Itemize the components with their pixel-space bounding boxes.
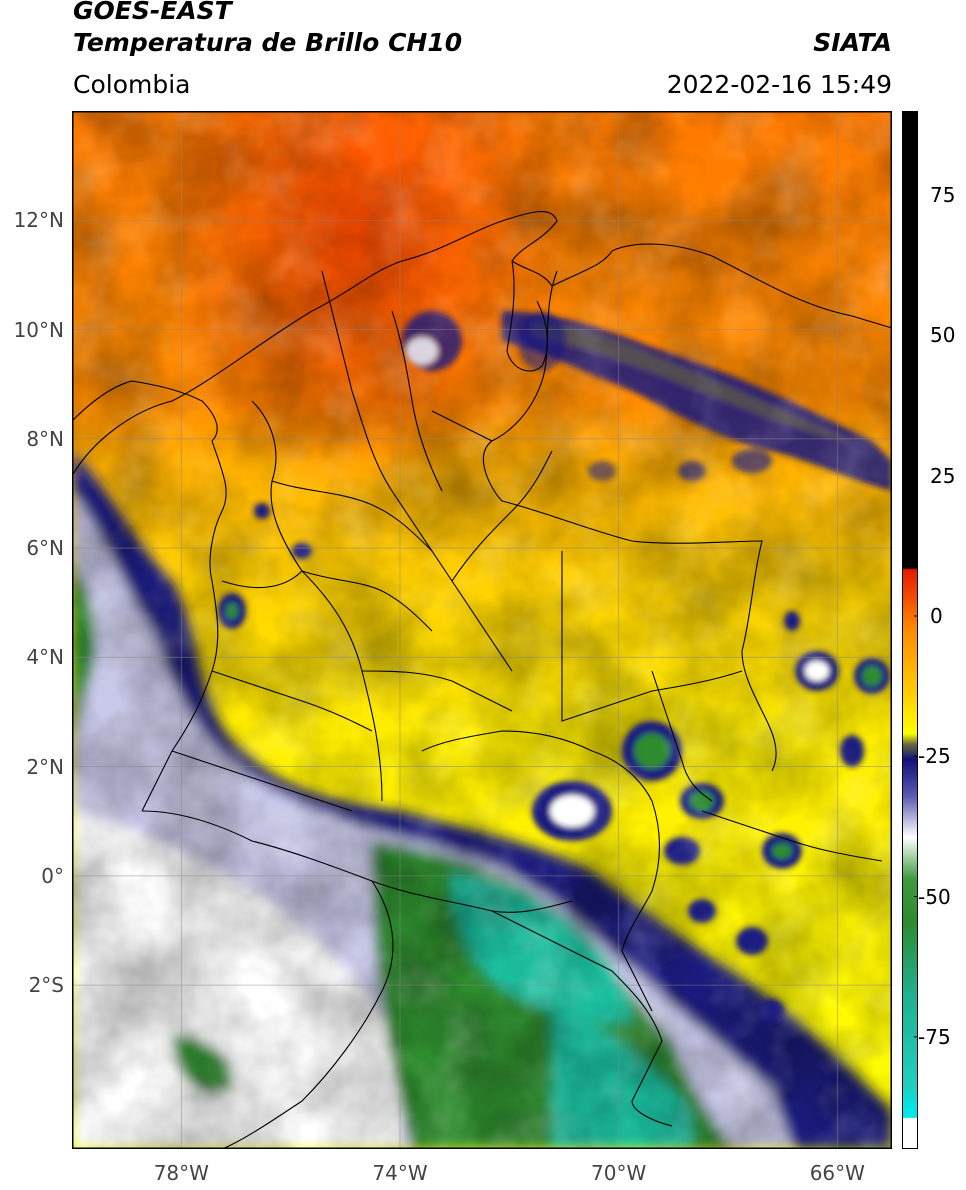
colorbar-tick-label: -75: [918, 1024, 951, 1049]
colorbar-tick-label: 50: [930, 323, 956, 348]
lat-tick-label: 12°N: [13, 208, 64, 233]
lon-tick-label: 74°W: [372, 1161, 428, 1185]
organization-label: SIATA: [813, 28, 892, 57]
region-label: Colombia: [73, 70, 191, 99]
country-borders: [72, 210, 892, 1149]
satellite-title: GOES-EAST: [73, 0, 232, 25]
brightness-temperature-map[interactable]: [72, 111, 892, 1149]
lat-tick-label: 2°S: [28, 973, 64, 998]
lon-tick-label: 78°W: [153, 1161, 209, 1185]
lat-tick-label: 10°N: [13, 317, 64, 342]
datetime-label: 2022-02-16 15:49: [666, 70, 892, 99]
colorbar-tick-label: 75: [930, 183, 956, 208]
lat-tick-label: 2°N: [26, 754, 64, 779]
lon-tick-label: 70°W: [591, 1161, 647, 1185]
colorbar-tick-label: 0: [930, 603, 943, 628]
lat-tick-label: 6°N: [26, 536, 64, 561]
colorbar-tick-label: -25: [918, 744, 951, 769]
colorbar: [902, 111, 918, 1149]
map-frame: [72, 111, 892, 1149]
product-title: Temperatura de Brillo CH10: [73, 28, 463, 57]
map-gridlines: [72, 111, 892, 1149]
lat-tick-label: 0°: [41, 863, 64, 888]
lat-tick-label: 4°N: [26, 645, 64, 670]
colorbar-tick-label: -50: [918, 884, 951, 909]
lon-tick-label: 66°W: [809, 1161, 865, 1185]
colorbar-tick-label: 25: [930, 463, 956, 488]
lat-tick-label: 8°N: [26, 426, 64, 451]
